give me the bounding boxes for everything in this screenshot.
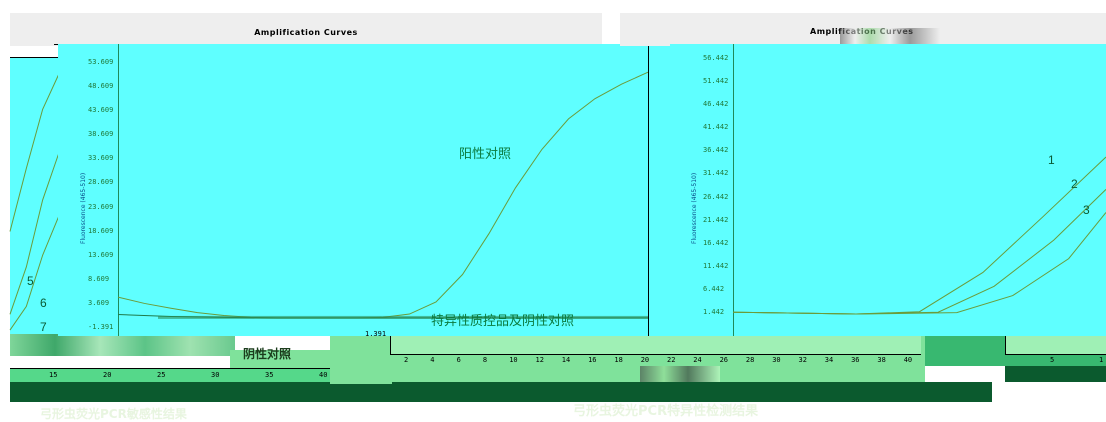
right-bottom-band bbox=[1005, 366, 1106, 382]
curve-label-6: 6 bbox=[40, 296, 47, 310]
left-xtick: 20 bbox=[103, 371, 112, 379]
left-bottom-band bbox=[10, 382, 392, 402]
middle-xtick: 40 bbox=[903, 356, 913, 364]
left-curve-5 bbox=[9, 73, 60, 232]
curve-label-2: 2 bbox=[1071, 177, 1078, 191]
middle-xtick: 26 bbox=[719, 356, 729, 364]
left-xtick: 35 bbox=[265, 371, 274, 379]
left-plot-border bbox=[10, 57, 58, 58]
middle-xtick: 38 bbox=[877, 356, 886, 364]
middle-ytick: 8.609 bbox=[88, 274, 110, 283]
left-negative-label: 阴性对照 bbox=[243, 347, 292, 361]
sample-curve-2 bbox=[732, 188, 1106, 315]
sample-curve-3 bbox=[732, 212, 1106, 315]
left-noise-band bbox=[10, 334, 235, 356]
middle-ytick: 3.609 bbox=[88, 298, 110, 307]
middle-xtick: 24 bbox=[693, 356, 702, 364]
middle-caption: 弓形虫荧光PCR特异性检测结果 bbox=[573, 404, 759, 419]
middle-xtick: 16 bbox=[588, 356, 597, 364]
right-xtick-5: 5 bbox=[1050, 356, 1055, 364]
middle-xtick: 20 bbox=[640, 356, 650, 364]
right-title-noise bbox=[840, 28, 940, 44]
left-curves bbox=[9, 73, 60, 331]
middle-right-edge bbox=[648, 44, 671, 336]
left-xaxis-band bbox=[10, 368, 332, 382]
negative-control-label: 特异性质控品及阴性对照 bbox=[431, 314, 575, 329]
middle-plot-area bbox=[118, 44, 649, 336]
right-ytick: 41.442 bbox=[703, 123, 729, 132]
right-ytick: 11.442 bbox=[703, 261, 729, 270]
left-xtick: 40 bbox=[319, 371, 328, 379]
right-ytick: 56.442 bbox=[703, 54, 729, 62]
middle-ytick: 18.609 bbox=[88, 226, 114, 235]
middle-xtick: 32 bbox=[798, 356, 807, 364]
middle-xtick: 8 bbox=[482, 356, 488, 364]
middle-xtick: 4 bbox=[430, 356, 435, 364]
flat-curves-band bbox=[158, 315, 648, 319]
right-ytick: 16.442 bbox=[703, 238, 729, 247]
left-curve-7 bbox=[9, 215, 60, 331]
middle-ytick: 38.609 bbox=[88, 130, 114, 139]
middle-ytick: 33.609 bbox=[88, 154, 114, 163]
left-xtick: 15 bbox=[49, 371, 58, 379]
right-ytick: 31.442 bbox=[703, 169, 729, 178]
right-xtick-1: 1 bbox=[1099, 356, 1104, 364]
middle-bottom-band bbox=[392, 382, 992, 402]
middle-left-margin bbox=[58, 44, 118, 336]
middle-xtick: 12 bbox=[535, 356, 544, 364]
sample-curve-1 bbox=[732, 156, 1106, 315]
right-ytick: 1.442 bbox=[703, 308, 725, 316]
right-left-margin bbox=[670, 44, 733, 336]
left-green-band bbox=[230, 350, 330, 368]
middle-ytick: 13.609 bbox=[88, 250, 114, 259]
left-plot-area bbox=[10, 58, 59, 334]
middle-title-bar bbox=[10, 13, 602, 46]
middle-xtick: 22 bbox=[667, 356, 676, 364]
middle-xtick: 2 bbox=[404, 356, 409, 364]
right-curves bbox=[732, 156, 1106, 315]
right-ytick: 26.442 bbox=[703, 192, 729, 201]
left-xtick: 30 bbox=[211, 371, 220, 379]
middle-xtick: 28 bbox=[745, 356, 755, 364]
curve-label-7: 7 bbox=[40, 320, 47, 334]
curve-label-1: 1 bbox=[1048, 153, 1055, 167]
middle-ytick: 43.609 bbox=[88, 106, 114, 115]
right-ytick: 21.442 bbox=[703, 215, 729, 224]
middle-xtick: 30 bbox=[772, 356, 781, 364]
middle-noise bbox=[640, 366, 720, 382]
middle-xtick: 36 bbox=[851, 356, 860, 364]
positive-control-curve bbox=[117, 71, 649, 319]
middle-xaxis-inner bbox=[390, 336, 921, 355]
middle-ytick: 28.609 bbox=[88, 178, 114, 187]
left-xtick: 25 bbox=[157, 371, 166, 379]
curve-label-5: 5 bbox=[27, 274, 34, 288]
middle-ylabel: Fluorescence (465-510) bbox=[80, 172, 87, 244]
middle-xtick: 34 bbox=[824, 356, 834, 364]
curve-label-3: 3 bbox=[1083, 203, 1090, 217]
middle-ytick: 48.609 bbox=[88, 82, 114, 91]
middle-ytick: 53.609 bbox=[88, 58, 114, 66]
left-curve-6 bbox=[9, 152, 60, 315]
right-ytick: 46.442 bbox=[703, 100, 729, 109]
middle-xtick: 10 bbox=[509, 356, 518, 364]
right-ytick: 36.442 bbox=[703, 146, 729, 155]
middle-title: Amplification Curves bbox=[254, 28, 358, 37]
middle-xtick: 14 bbox=[561, 356, 571, 364]
right-ytick: 51.442 bbox=[703, 77, 729, 86]
right-xaxis-inner bbox=[1005, 336, 1106, 355]
right-ytick: 6.442 bbox=[703, 284, 725, 293]
right-plot-area bbox=[733, 44, 1106, 336]
middle-ytick-bottom: 1.391 bbox=[365, 330, 387, 338]
middle-ytick: -1.391 bbox=[88, 323, 114, 331]
left-xaxis-line bbox=[10, 368, 332, 369]
middle-ytick: 23.609 bbox=[88, 202, 114, 211]
positive-control-label: 阳性对照 bbox=[459, 147, 512, 162]
middle-xtick: 6 bbox=[456, 356, 461, 364]
middle-curves bbox=[117, 71, 649, 319]
right-ylabel: Fluorescence (465-510) bbox=[691, 172, 698, 244]
middle-xtick: 18 bbox=[614, 356, 623, 364]
